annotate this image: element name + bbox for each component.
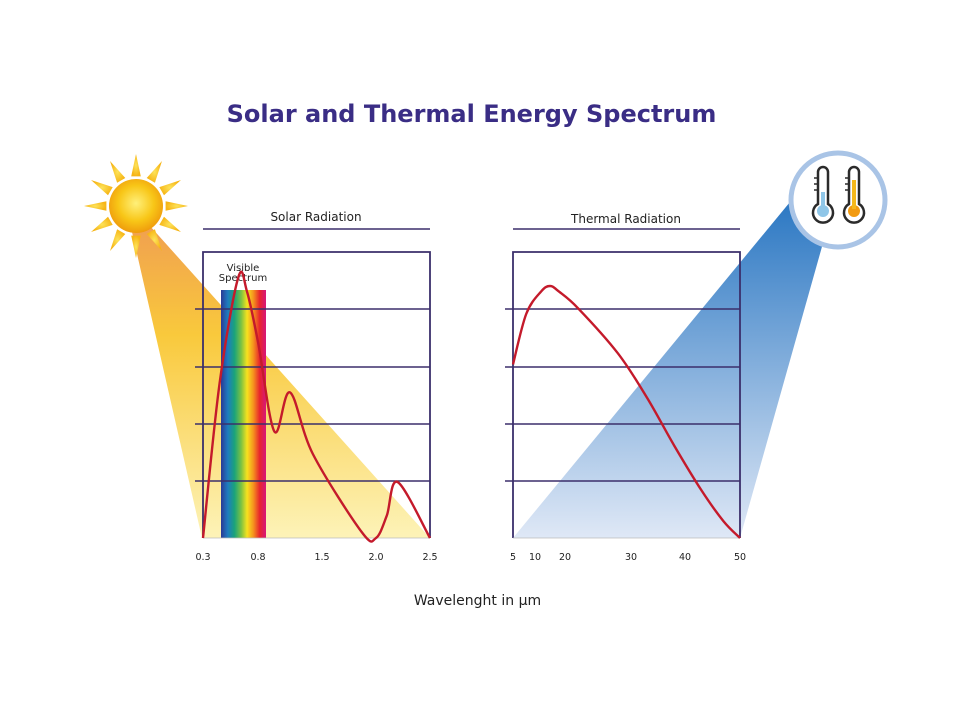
- solar-plot-frame: [195, 251, 431, 539]
- thermal-plot-frame: [505, 251, 741, 539]
- x-tick-label: 0.3: [195, 552, 210, 563]
- x-tick-label: 30: [625, 552, 637, 563]
- sun-ray: [131, 154, 141, 177]
- thermometer-icon: [788, 150, 888, 250]
- sun-ray: [110, 229, 126, 251]
- sun-icon: [84, 154, 188, 258]
- solar-spectrum-curve: [201, 270, 432, 543]
- sun-ray: [91, 216, 113, 232]
- solar-x-ticks: 0.3 0.8 1.5 2.0 2.5: [195, 552, 437, 563]
- sun-ray: [146, 229, 162, 251]
- x-tick-label: 0.8: [250, 552, 265, 563]
- visible-spectrum-label: Visible: [227, 263, 260, 274]
- x-axis-label: Wavelenght in µm: [413, 593, 542, 609]
- thermal-spectrum-curve: [511, 284, 741, 539]
- sun-ray: [159, 216, 181, 232]
- solar-light-beam: [132, 226, 430, 538]
- page-title: Solar and Thermal Energy Spectrum: [226, 100, 717, 128]
- plot-border: [202, 251, 431, 538]
- plot-border: [512, 251, 741, 538]
- solar-radiation-title: Solar Radiation: [270, 210, 361, 224]
- sun-ray: [110, 161, 126, 183]
- x-tick-label: 40: [679, 552, 691, 563]
- thermal-x-ticks: 5 10 20 30 40 50: [510, 552, 746, 563]
- x-tick-label: 20: [559, 552, 571, 563]
- x-tick-label: 10: [529, 552, 541, 563]
- sun-ray: [91, 180, 113, 196]
- x-tick-label: 1.5: [314, 552, 329, 563]
- x-tick-label: 5: [510, 552, 516, 563]
- sun-ray: [159, 180, 181, 196]
- x-tick-label: 2.5: [422, 552, 437, 563]
- sun-ray: [146, 161, 162, 183]
- sun-ray: [131, 235, 141, 258]
- sun-ray: [165, 201, 188, 211]
- thermal-radiation-title: Thermal Radiation: [570, 212, 681, 226]
- x-tick-label: 2.0: [368, 552, 383, 563]
- sun-ray: [84, 201, 107, 211]
- x-tick-label: 50: [734, 552, 746, 563]
- thermal-radiation-beam: [513, 202, 825, 538]
